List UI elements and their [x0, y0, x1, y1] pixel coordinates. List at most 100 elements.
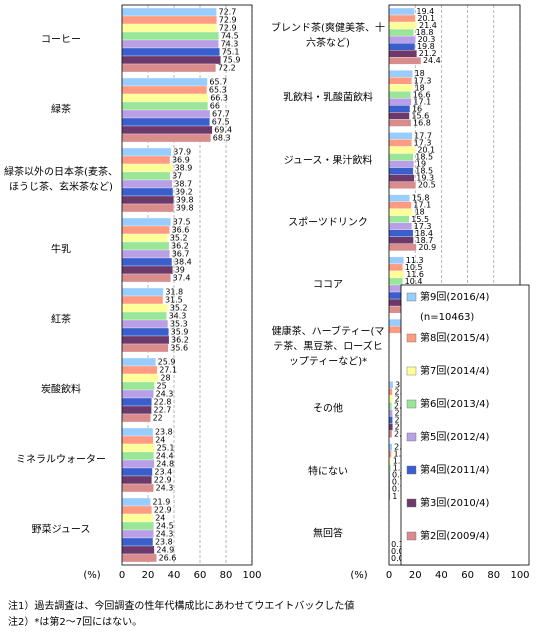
- value-label: 35.9: [171, 328, 189, 337]
- bar: [121, 117, 210, 127]
- bar: [388, 35, 416, 44]
- bar: [388, 409, 393, 417]
- bar: [388, 28, 414, 37]
- value-label: 39.8: [176, 196, 194, 205]
- bar: [388, 416, 393, 424]
- bar: [121, 427, 154, 437]
- bar: [121, 405, 152, 415]
- value-label: 24.5: [156, 522, 174, 531]
- bar: [121, 335, 170, 345]
- bar: [121, 63, 217, 73]
- bar: [388, 42, 416, 51]
- bar: [388, 21, 418, 30]
- value-label: 19.4: [416, 7, 434, 16]
- bar: [121, 109, 211, 119]
- bar: [121, 217, 171, 227]
- value-label: 68.3: [213, 134, 231, 143]
- value-label: 19.3: [416, 174, 434, 183]
- bar: [121, 537, 154, 547]
- x-tick-label: 60: [461, 570, 474, 581]
- value-label: 16: [412, 104, 422, 113]
- bar: [388, 160, 415, 168]
- bar: [388, 243, 417, 252]
- bar: [121, 483, 154, 493]
- bar: [121, 451, 154, 461]
- value-label: 31.8: [165, 288, 183, 297]
- value-label: 67.5: [212, 118, 230, 127]
- legend-label: 第4回(2011/4): [420, 463, 489, 476]
- bar: [388, 402, 393, 410]
- bar: [121, 303, 168, 313]
- legend-swatch: [406, 399, 417, 409]
- value-label: 28: [160, 374, 170, 383]
- bar: [388, 70, 413, 78]
- category-label: 炭酸飲料: [41, 384, 81, 396]
- bar: [121, 187, 174, 197]
- bar: [121, 7, 217, 17]
- value-label: 23.4: [154, 468, 172, 477]
- x-tick-label: 40: [168, 570, 181, 581]
- value-label: 24.3: [156, 390, 174, 399]
- legend-swatch: [406, 498, 417, 508]
- value-label: 31.5: [165, 296, 183, 305]
- category-label: 牛乳: [51, 244, 71, 256]
- bar: [121, 497, 151, 507]
- bar: [121, 265, 173, 275]
- bar: [121, 273, 171, 283]
- x-tick-label: 100: [510, 570, 529, 581]
- value-label: 26.6: [159, 554, 177, 563]
- bar: [388, 119, 412, 127]
- value-label: 20.9: [418, 243, 436, 252]
- value-label: 19.8: [417, 42, 435, 51]
- value-label: 36.6: [172, 226, 190, 235]
- bar: [121, 397, 152, 407]
- x-tick-label: 80: [220, 570, 233, 581]
- bar: [121, 357, 156, 367]
- bar: [121, 343, 169, 353]
- legend-label: 第7回(2014/4): [420, 364, 489, 377]
- value-label: 18.7: [415, 236, 433, 245]
- legend-label: 第8回(2015/4): [420, 331, 489, 344]
- bar: [121, 233, 168, 243]
- bar: [121, 257, 173, 267]
- category-label: 無回答: [313, 528, 343, 540]
- bar: [388, 270, 405, 279]
- bar: [388, 381, 394, 389]
- value-label: 17.3: [414, 222, 432, 231]
- bar: [121, 125, 213, 135]
- bar: [388, 132, 413, 140]
- bar: [388, 229, 414, 237]
- bar: [121, 93, 209, 103]
- value-label: 36.7: [172, 250, 190, 259]
- value-label: 22.9: [154, 476, 172, 485]
- value-label: 24.3: [156, 484, 174, 493]
- x-tick-label: 80: [487, 570, 500, 581]
- value-label: 38.7: [174, 180, 192, 189]
- legend-swatch: [406, 531, 417, 541]
- value-label: 17.3: [414, 76, 432, 85]
- bar: [388, 77, 412, 85]
- value-label: 21.9: [152, 498, 170, 507]
- value-label: 72.9: [219, 24, 237, 33]
- bar: [121, 47, 220, 57]
- x-tick-label: 0: [386, 570, 392, 581]
- bar: [121, 295, 164, 305]
- value-label: 39.8: [176, 204, 194, 213]
- value-label: 35.6: [170, 344, 188, 353]
- value-label: 66.3: [210, 94, 228, 103]
- bar: [121, 179, 173, 189]
- bar: [388, 174, 415, 182]
- bar: [121, 459, 155, 469]
- bar: [388, 318, 402, 327]
- legend-label: 第2回(2009/4): [420, 529, 489, 542]
- legend-swatch: [406, 465, 417, 475]
- bar: [388, 277, 403, 286]
- bar: [121, 413, 151, 423]
- bar: [121, 55, 221, 65]
- value-label: 37.9: [173, 148, 191, 157]
- bar: [121, 513, 154, 523]
- bar: [121, 147, 172, 157]
- legend-box: [400, 284, 530, 566]
- value-label: 18: [415, 83, 425, 92]
